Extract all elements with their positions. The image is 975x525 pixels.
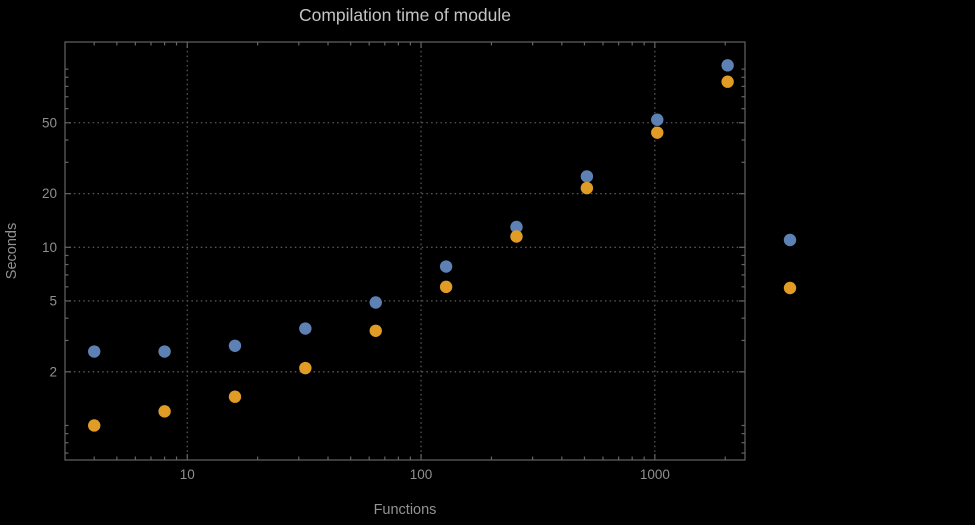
x-tick-label: 1000	[640, 467, 670, 482]
point-series-blue-x4	[88, 345, 101, 358]
y-axis-label: Seconds	[4, 222, 20, 280]
point-series-blue-x1024	[651, 113, 664, 126]
point-series-orange-x4	[88, 419, 101, 432]
point-series-orange-x256	[510, 230, 523, 243]
y-tick-label: 2	[49, 364, 57, 379]
point-series-orange-x64	[369, 324, 382, 337]
point-series-blue-x2048	[721, 59, 734, 72]
y-tick-label: 50	[42, 115, 57, 130]
y-tick-label: 10	[42, 240, 57, 255]
x-tick-label: 100	[410, 467, 433, 482]
point-series-blue-x8	[158, 345, 171, 358]
y-tick-label: 20	[42, 186, 57, 201]
point-series-blue-x32	[299, 322, 312, 335]
legend-marker-series-blue	[783, 233, 797, 247]
point-series-orange-x8	[158, 405, 171, 418]
plot-frame	[64, 41, 746, 461]
point-series-blue-x128	[439, 260, 453, 273]
point-series-blue-x16	[228, 339, 242, 352]
point-series-orange-x1024	[651, 126, 664, 139]
point-series-blue-x512	[580, 170, 594, 183]
point-series-orange-x512	[580, 181, 594, 195]
x-tick-label: 10	[180, 467, 195, 482]
legend-marker-series-orange	[783, 281, 797, 295]
point-series-orange-x128	[439, 280, 453, 294]
chart-title: Compilation time of module	[298, 5, 512, 25]
y-tick-label: 5	[49, 293, 57, 308]
point-series-orange-x2048	[721, 75, 734, 88]
point-series-blue-x64	[369, 296, 382, 309]
point-series-orange-x16	[228, 390, 242, 403]
x-axis-label: Functions	[373, 502, 437, 518]
point-series-blue-x256	[510, 220, 523, 234]
point-series-orange-x32	[299, 361, 312, 375]
